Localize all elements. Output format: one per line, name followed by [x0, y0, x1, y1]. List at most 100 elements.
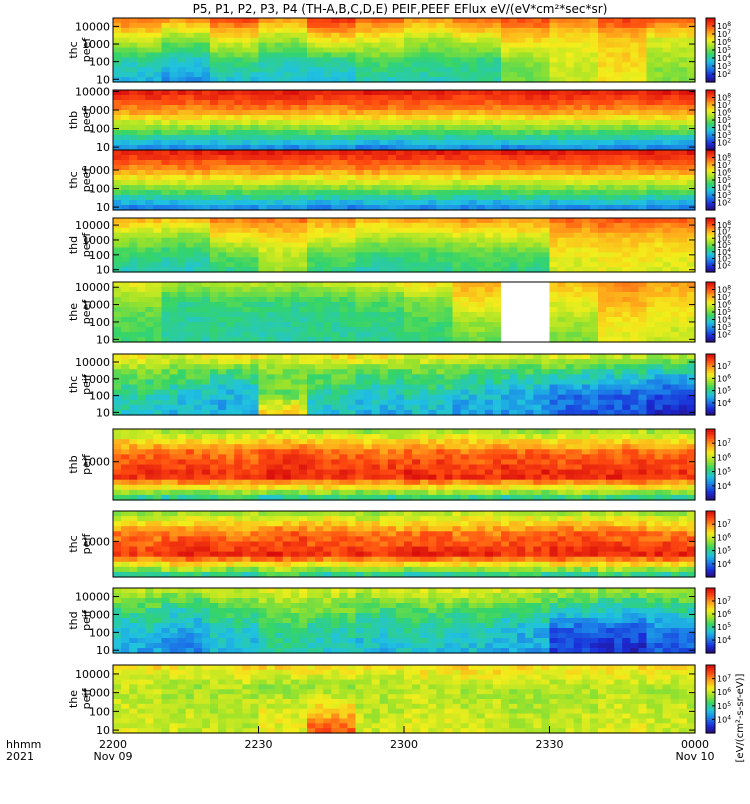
heatmap-cell	[501, 165, 510, 171]
heatmap-cell	[461, 175, 470, 181]
heatmap-cell	[283, 218, 292, 224]
heatmap-cell	[275, 359, 284, 365]
heatmap-cell	[186, 195, 195, 201]
heatmap-cell	[170, 105, 179, 111]
heatmap-cell	[679, 150, 688, 156]
heatmap-cell	[347, 190, 356, 196]
heatmap-cell	[396, 287, 405, 293]
heatmap-cell	[598, 95, 607, 101]
heatmap-cell	[485, 332, 494, 338]
heatmap-cell	[234, 135, 243, 141]
heatmap-cell	[259, 120, 268, 126]
heatmap-cell	[485, 252, 494, 258]
heatmap-cell	[339, 180, 348, 186]
heatmap-cell	[202, 33, 211, 39]
heatmap-cell	[396, 223, 405, 229]
heatmap-cell	[412, 262, 421, 268]
heatmap-cell	[630, 150, 639, 156]
heatmap-cell	[250, 390, 259, 396]
heatmap-cell	[453, 223, 462, 229]
heatmap-cell	[671, 302, 680, 308]
heatmap-cell	[606, 287, 615, 293]
heatmap-cell	[687, 170, 696, 176]
heatmap-cell	[477, 125, 486, 131]
heatmap-cell	[364, 238, 373, 244]
heatmap-cell	[339, 90, 348, 96]
heatmap-cell	[202, 282, 211, 288]
heatmap-cell	[655, 252, 664, 258]
heatmap-cell	[275, 307, 284, 313]
heatmap-cell	[250, 312, 259, 318]
heatmap-cell	[614, 180, 623, 186]
heatmap-cell	[436, 160, 445, 166]
heatmap-cell	[533, 243, 542, 249]
heatmap-cell	[170, 57, 179, 63]
heatmap-cell	[372, 43, 381, 49]
heatmap-cell	[655, 100, 664, 106]
heatmap-cell	[614, 185, 623, 191]
heatmap-cell	[339, 292, 348, 298]
heatmap-cell	[153, 135, 162, 141]
heatmap-cell	[162, 23, 171, 29]
heatmap-cell	[113, 155, 122, 161]
heatmap-cell	[259, 287, 268, 293]
heatmap-cell	[614, 67, 623, 73]
heatmap-cell	[461, 200, 470, 206]
heatmap-cell	[630, 185, 639, 191]
heatmap-cell	[638, 327, 647, 333]
heatmap-cell	[477, 297, 486, 303]
heatmap-cell	[186, 400, 195, 406]
heatmap-cell	[267, 228, 276, 234]
heatmap-cell	[145, 43, 154, 49]
heatmap-cell	[202, 150, 211, 156]
heatmap-cell	[210, 385, 219, 391]
heatmap-cell	[323, 110, 332, 116]
heatmap-cell	[501, 95, 510, 101]
heatmap-cell	[517, 218, 526, 224]
heatmap-cell	[323, 120, 332, 126]
heatmap-cell	[517, 160, 526, 166]
heatmap-cell	[614, 190, 623, 196]
heatmap-cell	[679, 28, 688, 34]
heatmap-cell	[461, 28, 470, 34]
heatmap-cell	[299, 233, 308, 239]
heatmap-cell	[202, 247, 211, 253]
heatmap-cell	[558, 223, 567, 229]
heatmap-cell	[558, 140, 567, 146]
heatmap-cell	[202, 170, 211, 176]
heatmap-cell	[178, 262, 187, 268]
heatmap-cell	[606, 18, 615, 24]
heatmap-cell	[202, 322, 211, 328]
heatmap-cell	[469, 180, 478, 186]
heatmap-cell	[137, 364, 146, 370]
heatmap-cell	[525, 95, 534, 101]
heatmap-cell	[598, 223, 607, 229]
heatmap-cell	[339, 18, 348, 24]
heatmap-cell	[347, 100, 356, 106]
heatmap-cell	[226, 282, 235, 288]
heatmap-cell	[307, 120, 316, 126]
heatmap-cell	[404, 228, 413, 234]
heatmap-cell	[590, 165, 599, 171]
heatmap-cell	[461, 43, 470, 49]
heatmap-cell	[137, 223, 146, 229]
heatmap-cell	[202, 317, 211, 323]
heatmap-cell	[501, 233, 510, 239]
heatmap-cell	[283, 243, 292, 249]
heatmap-cell	[630, 28, 639, 34]
heatmap-cell	[234, 33, 243, 39]
heatmap-cell	[671, 170, 680, 176]
heatmap-cell	[218, 332, 227, 338]
heatmap-cell	[113, 312, 122, 318]
heatmap-cell	[113, 332, 122, 338]
heatmap-cell	[606, 95, 615, 101]
heatmap-cell	[687, 180, 696, 186]
heatmap-cell	[170, 327, 179, 333]
heatmap-cell	[630, 120, 639, 126]
heatmap-cell	[671, 100, 680, 106]
heatmap-cell	[162, 48, 171, 54]
heatmap-cell	[655, 243, 664, 249]
heatmap-cell	[226, 297, 235, 303]
heatmap-cell	[533, 312, 542, 318]
heatmap-cell	[364, 302, 373, 308]
